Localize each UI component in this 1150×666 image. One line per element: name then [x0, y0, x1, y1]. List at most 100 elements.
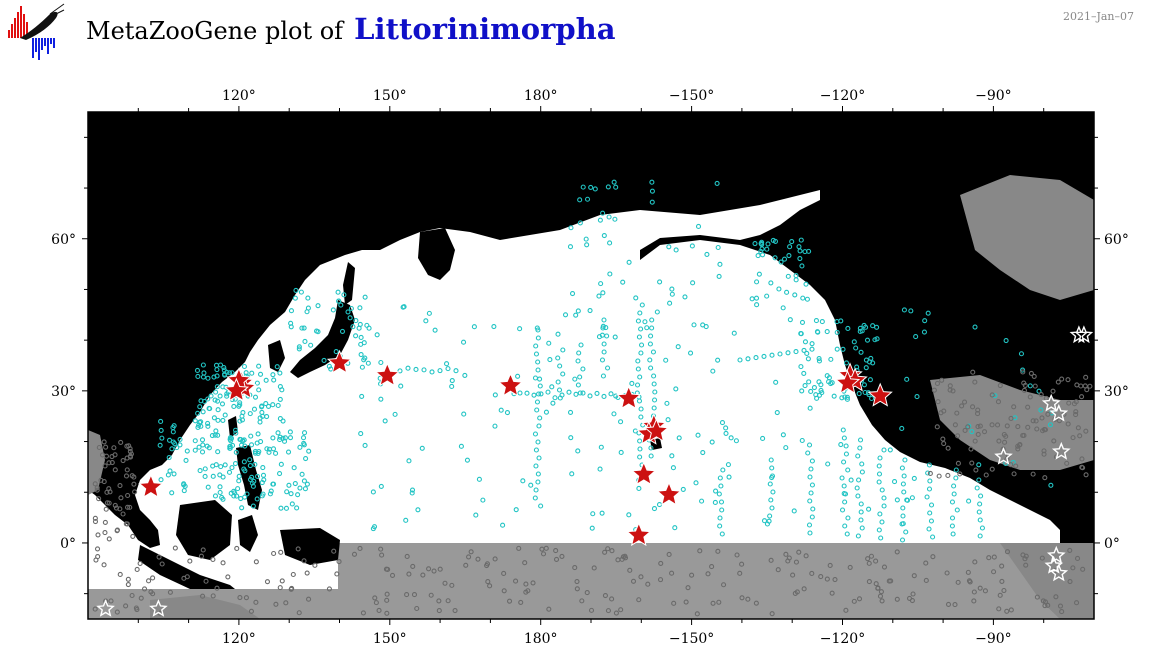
sample-station [637, 438, 643, 444]
sample-station [793, 559, 799, 565]
sample-station [141, 586, 148, 592]
sample-station [877, 455, 883, 461]
sample-station [591, 565, 597, 571]
sample-station [520, 478, 526, 484]
sample-station [274, 364, 280, 370]
sample-station [1067, 578, 1073, 585]
sample-station [675, 344, 681, 350]
sample-station [642, 319, 648, 325]
sample-station [286, 482, 292, 488]
sample-station [766, 518, 772, 524]
sample-station [268, 488, 274, 494]
sample-station [234, 493, 240, 499]
sample-station [739, 595, 745, 601]
sample-station [710, 600, 716, 606]
sample-station [125, 576, 131, 582]
sample-station [792, 590, 798, 596]
sample-station [792, 292, 798, 298]
sample-station [533, 343, 539, 349]
sample-station [575, 358, 581, 364]
sample-station [737, 570, 743, 576]
sample-station [834, 346, 840, 352]
sample-station [572, 376, 578, 382]
record-star [867, 382, 893, 407]
sample-station [828, 356, 834, 362]
sample-station [764, 293, 770, 299]
sample-station [1075, 425, 1081, 431]
sample-station [921, 329, 928, 335]
sample-station [431, 568, 437, 574]
sample-station [415, 507, 421, 513]
sample-station [312, 562, 318, 568]
sample-station [798, 237, 804, 243]
sample-station [1079, 394, 1085, 400]
sample-station [689, 243, 695, 249]
record-star [138, 473, 164, 498]
sample-station [568, 225, 574, 231]
sample-station [463, 562, 469, 568]
sample-station [1034, 594, 1040, 600]
sample-station [927, 510, 933, 516]
sample-station [636, 485, 642, 492]
sample-station [492, 423, 498, 429]
sample-station [270, 435, 276, 441]
sample-station [199, 449, 206, 455]
sample-station [232, 460, 239, 467]
sample-station [1027, 383, 1033, 389]
sample-station [1087, 383, 1093, 389]
sample-station [861, 382, 867, 388]
sample-station [682, 294, 688, 300]
sample-station [720, 467, 726, 473]
sample-station [199, 437, 206, 443]
sample-station [1066, 400, 1072, 406]
sample-station [423, 318, 429, 324]
sample-station [287, 435, 294, 441]
sample-station [1020, 367, 1026, 373]
sample-station [567, 244, 574, 250]
sample-station [824, 329, 830, 335]
sample-station [299, 325, 305, 331]
sample-station [236, 473, 242, 479]
sample-station [995, 399, 1002, 405]
record-star [834, 369, 861, 395]
sample-station [664, 400, 670, 406]
sample-station [626, 259, 632, 265]
sample-station [169, 446, 175, 452]
sample-station [277, 370, 283, 376]
sample-station [768, 497, 774, 503]
sample-station [867, 377, 873, 383]
lat-tick-label: 30° [1104, 384, 1129, 400]
sample-station [845, 325, 851, 331]
sample-station [726, 474, 732, 480]
sample-station [841, 491, 847, 497]
sample-station [841, 483, 847, 489]
sample-station [710, 368, 716, 374]
sample-station [975, 431, 981, 437]
sample-station [776, 286, 782, 292]
sample-station [1011, 404, 1017, 410]
sample-station [805, 450, 811, 456]
sample-station [283, 600, 289, 606]
sample-station [214, 373, 220, 379]
sample-station [863, 365, 869, 371]
lon-tick-label: 120° [222, 631, 256, 647]
sample-station [546, 340, 552, 346]
sample-station [278, 549, 284, 555]
sample-station [819, 319, 825, 325]
sample-station [313, 328, 320, 334]
sample-station [725, 462, 731, 468]
sample-station [864, 337, 871, 343]
sample-station [1039, 555, 1045, 561]
sample-station [986, 555, 992, 561]
sample-station [538, 503, 544, 509]
sample-station [102, 519, 108, 525]
sample-station [124, 443, 130, 449]
sample-station [840, 427, 846, 433]
sample-station [859, 469, 865, 475]
sample-station [1074, 600, 1080, 606]
sample-station [971, 598, 977, 604]
sample-station [292, 480, 298, 487]
sample-station [999, 563, 1005, 569]
sample-station [1008, 415, 1014, 422]
sample-station [228, 438, 234, 444]
